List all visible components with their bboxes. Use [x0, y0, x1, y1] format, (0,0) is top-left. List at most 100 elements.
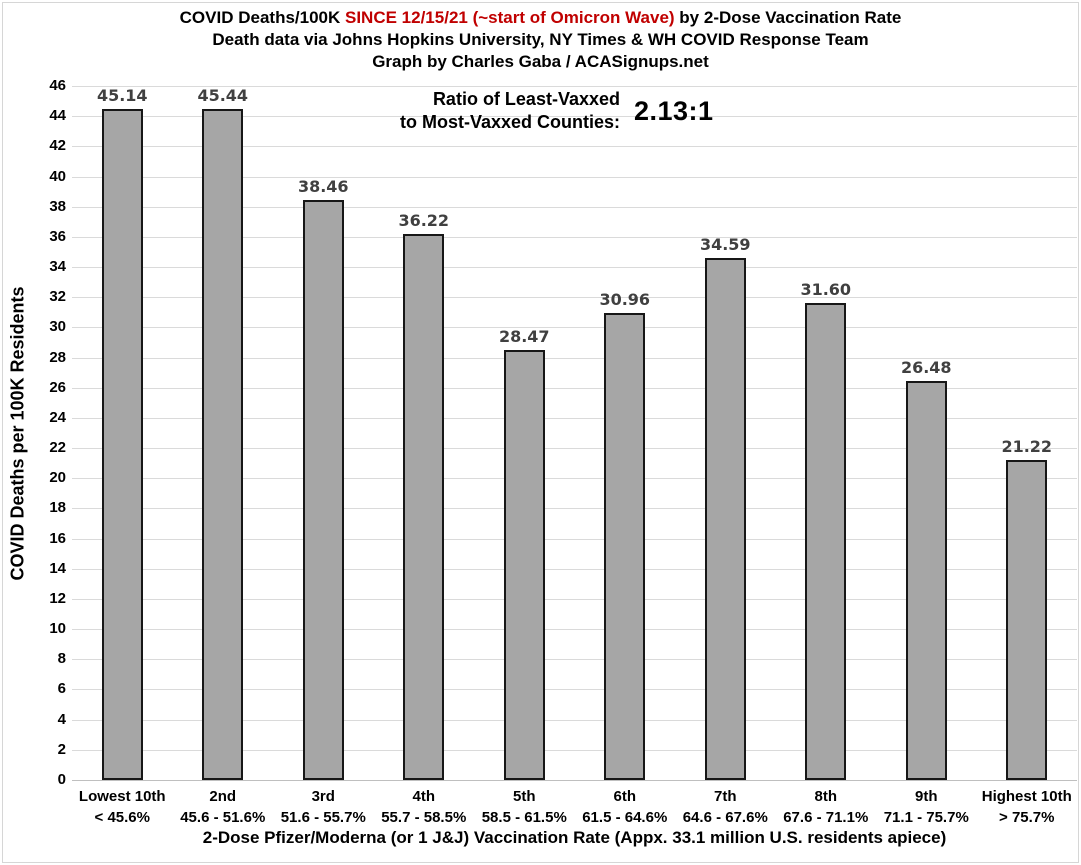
y-tick-label: 40 — [49, 167, 66, 185]
y-tick-label: 46 — [49, 77, 66, 94]
gridline — [72, 598, 1077, 600]
bar — [704, 258, 746, 780]
x-tick-label: 6th 61.5 - 64.6% — [575, 786, 676, 828]
bar-slot: 31.60 — [776, 86, 877, 780]
y-tick-label: 44 — [49, 107, 66, 125]
y-tick-label: 0 — [57, 771, 66, 788]
x-tick-range: > 75.7% — [999, 809, 1055, 826]
bar-value-label: 30.96 — [599, 289, 651, 309]
bar-slot: 28.47 — [474, 86, 575, 780]
y-tick-label: 42 — [49, 137, 66, 155]
chart-subtitle-source: Death data via Johns Hopkins University,… — [212, 30, 869, 49]
bar-slot: 45.44 — [173, 86, 274, 780]
bar-slot: 21.22 — [977, 86, 1078, 780]
x-tick-range: 58.5 - 61.5% — [481, 809, 567, 826]
x-tick-name: 5th — [513, 788, 536, 805]
bar-value-label: 31.60 — [800, 280, 852, 300]
bar — [503, 350, 545, 780]
y-tick-label: 14 — [49, 559, 66, 577]
x-tick-range: 67.6 - 71.1% — [783, 809, 869, 826]
bar — [805, 303, 847, 780]
x-tick-label: Highest 10th > 75.7% — [977, 786, 1078, 828]
x-tick-range: 51.6 - 55.7% — [280, 809, 366, 826]
gridline — [72, 206, 1077, 208]
bar — [202, 109, 244, 780]
gridline — [72, 659, 1077, 661]
ratio-annotation-text: Ratio of Least-Vaxxed to Most-Vaxxed Cou… — [330, 88, 620, 134]
x-tick-range: 71.1 - 75.7% — [883, 809, 969, 826]
y-tick-label: 24 — [49, 408, 66, 426]
y-tick-label: 32 — [49, 288, 66, 306]
gridline — [72, 508, 1077, 510]
gridline — [72, 568, 1077, 570]
x-tick-name: Highest 10th — [981, 788, 1072, 805]
x-tick-name: 6th — [613, 788, 637, 805]
y-tick-label: 34 — [49, 258, 66, 276]
gridline — [72, 417, 1077, 419]
y-tick-label: 16 — [49, 529, 66, 547]
x-tick-label: 8th 67.6 - 71.1% — [776, 786, 877, 828]
x-tick-name: Lowest 10th — [78, 788, 166, 805]
bar — [604, 312, 646, 780]
y-tick-label: 20 — [49, 469, 66, 487]
gridline — [72, 689, 1077, 691]
y-tick-label: 38 — [49, 197, 66, 215]
ratio-annotation-line1: Ratio of Least-Vaxxed — [432, 89, 620, 109]
bar-slot: 45.14 — [72, 86, 173, 780]
x-tick-label: 9th 71.1 - 75.7% — [876, 786, 977, 828]
y-tick-label: 12 — [49, 589, 66, 607]
y-tick-label: 30 — [49, 318, 66, 336]
x-tick-label: 5th 58.5 - 61.5% — [474, 786, 575, 828]
chart-subtitle-credit: Graph by Charles Gaba / ACASignups.net — [372, 52, 709, 71]
gridline — [72, 267, 1077, 269]
gridline — [72, 478, 1077, 480]
x-tick-range: 64.6 - 67.6% — [682, 809, 768, 826]
y-tick-label: 18 — [49, 499, 66, 517]
bar-slot: 30.96 — [575, 86, 676, 780]
gridline — [72, 146, 1077, 148]
gridline — [72, 86, 1077, 87]
bar-value-label: 34.59 — [699, 235, 751, 255]
bar-value-label: 45.14 — [96, 86, 148, 105]
bar-value-label: 38.46 — [297, 176, 349, 196]
y-tick-label: 2 — [57, 740, 66, 758]
x-tick-name: 9th — [915, 788, 938, 805]
bar-value-label: 21.22 — [1001, 436, 1053, 456]
y-tick-label: 22 — [49, 439, 66, 457]
ratio-annotation-line2: to Most-Vaxxed Counties: — [399, 112, 620, 132]
gridline — [72, 448, 1077, 450]
y-axis-title-wrap: COVID Deaths per 100K Residents — [0, 86, 38, 780]
gridline — [72, 176, 1077, 178]
y-tick-label: 10 — [49, 620, 66, 638]
x-tick-range: 61.5 - 64.6% — [582, 809, 668, 826]
chart-header: COVID Deaths/100K SINCE 12/15/21 (~start… — [0, 7, 1081, 73]
bar — [905, 380, 947, 780]
bar-slot: 38.46 — [273, 86, 374, 780]
bar-value-label: 28.47 — [498, 327, 550, 347]
x-tick-name: 8th — [814, 788, 838, 805]
bar-value-label: 26.48 — [900, 357, 952, 377]
gridline — [72, 749, 1077, 751]
x-tick-label: 7th 64.6 - 67.6% — [675, 786, 776, 828]
bar — [403, 233, 445, 780]
x-tick-name: 7th — [714, 788, 737, 805]
chart-title-part1: COVID Deaths/100K — [179, 8, 345, 27]
x-tick-range: < 45.6% — [94, 809, 150, 826]
y-tick-label: 26 — [49, 378, 66, 396]
bar-series: 45.14 45.44 38.46 36.22 28.47 30.96 34.59 31.60… — [72, 86, 1077, 780]
gridline — [72, 538, 1077, 540]
bar-value-label: 45.44 — [197, 86, 249, 105]
gridline — [72, 629, 1077, 631]
bar-slot: 34.59 — [675, 86, 776, 780]
x-tick-name: 4th — [412, 788, 436, 805]
gridline — [72, 116, 1077, 118]
plot-area: 45.14 45.44 38.46 36.22 28.47 30.96 34.59 31.60… — [72, 86, 1077, 781]
x-tick-label: 4th 55.7 - 58.5% — [374, 786, 475, 828]
y-tick-label: 36 — [49, 227, 66, 245]
ratio-annotation: Ratio of Least-Vaxxed to Most-Vaxxed Cou… — [330, 88, 714, 134]
x-axis-tick-labels: Lowest 10th < 45.6% 2nd 45.6 - 51.6% 3rd 51.6… — [72, 786, 1077, 828]
bar-value-label: 36.22 — [398, 210, 450, 230]
x-tick-range: 55.7 - 58.5% — [381, 809, 467, 826]
gridline — [72, 327, 1077, 329]
